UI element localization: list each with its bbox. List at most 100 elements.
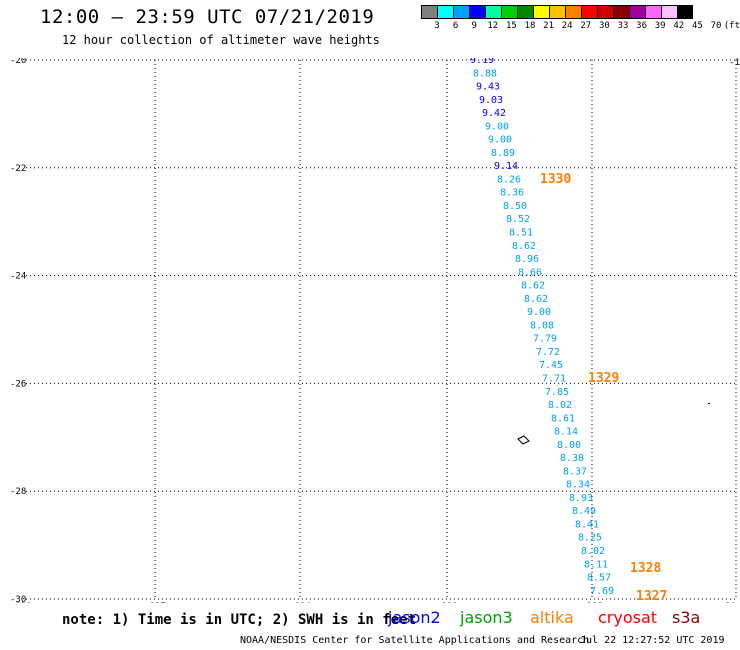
scale-label: 33	[617, 21, 629, 31]
color-swatch	[613, 5, 629, 19]
scale-label: 18	[524, 21, 536, 31]
lat-label: -26	[10, 379, 26, 389]
color-swatch	[533, 5, 549, 19]
swh-value-label: 8.34	[566, 480, 590, 491]
credit-text: NOAA/NESDIS Center for Satellite Applica…	[240, 635, 590, 646]
lat-label-bg	[10, 162, 26, 173]
color-swatch	[421, 5, 437, 19]
map-panel: -20 -22 -24 -26 -28 -30-120 -117 -114 -111 -108 -1…	[10, 58, 740, 603]
color-swatch	[581, 5, 597, 19]
lat-label-bg	[10, 58, 26, 65]
swh-value-label: 8.00	[557, 440, 581, 451]
page-subtitle: 12 hour collection of altimeter wave hei…	[62, 33, 380, 47]
lon-label: -10	[720, 602, 736, 603]
color-swatch	[437, 5, 453, 19]
swh-value-label: 8.49	[572, 506, 596, 517]
swh-value-label: 7.45	[539, 360, 563, 371]
swh-value-label: 8.38	[560, 453, 584, 464]
swh-value-label: 8.02	[548, 400, 572, 411]
color-scale-legend	[421, 5, 693, 19]
lat-label-bg	[10, 378, 26, 389]
color-swatch	[645, 5, 661, 19]
swh-value-label: 8.14	[554, 427, 578, 438]
color-swatch	[661, 5, 677, 19]
swh-value-label: 8.62	[521, 281, 545, 292]
lat-label: -30	[10, 595, 26, 603]
satellite-legend-item: jason2	[388, 608, 441, 627]
swh-value-label: 8.36	[500, 188, 524, 199]
scale-label: 3	[434, 21, 440, 31]
swh-value-label: 8.37	[563, 466, 587, 477]
footer-note: note: 1) Time is in UTC; 2) SWH is in fe…	[62, 612, 417, 628]
color-swatch	[453, 5, 469, 19]
swh-value-label: 8.08	[530, 320, 554, 331]
swh-value-label: 8.02	[581, 546, 605, 557]
swh-value-label: 9.00	[485, 121, 509, 132]
scale-label: 12	[487, 21, 499, 31]
swh-value-label: 8.25	[578, 533, 602, 544]
swh-value-label: 8.50	[503, 201, 527, 212]
color-swatch	[597, 5, 613, 19]
color-swatch	[485, 5, 501, 19]
color-swatch	[549, 5, 565, 19]
lat-label-bg	[10, 270, 26, 281]
island-dot	[708, 403, 710, 404]
swh-value-label: 9.00	[488, 135, 512, 146]
swh-value-label: 8.41	[575, 519, 599, 530]
lat-label: -24	[10, 272, 26, 282]
color-swatch	[501, 5, 517, 19]
swh-value-label: 8.88	[473, 68, 497, 79]
scale-label: 42	[673, 21, 685, 31]
lat-label-bg	[10, 594, 26, 603]
color-swatch	[677, 5, 693, 19]
scale-label: 24	[561, 21, 573, 31]
swh-value-label: 8.26	[497, 174, 521, 185]
pass-time-label: 1327	[636, 589, 667, 603]
swh-value-label: 8.51	[509, 228, 533, 239]
satellite-legend-item: cryosat	[598, 608, 658, 627]
swh-value-label: 7.69	[590, 586, 614, 597]
scale-label: 6	[452, 21, 459, 31]
swh-value-label: 9.14	[494, 161, 518, 172]
lat-label: -28	[10, 487, 26, 497]
swh-value-label: 8.57	[587, 573, 611, 584]
pass-time-label: 1329	[588, 371, 619, 386]
lat-label-bg	[10, 486, 26, 497]
color-swatch	[565, 5, 581, 19]
lon-label: -120	[10, 602, 32, 603]
scale-label: 36	[636, 21, 648, 31]
satellite-legend-item: jason3	[460, 608, 513, 627]
scale-label: 9	[471, 21, 477, 31]
generated-timestamp: Jul 22 12:27:52 UTC 2019	[580, 635, 725, 646]
scale-label: 45	[691, 21, 703, 31]
swh-value-label: 8.89	[491, 148, 515, 159]
scale-label: 21	[543, 21, 555, 31]
page-title: 12:00 – 23:59 UTC 07/21/2019	[40, 6, 375, 28]
pass-time-label: 1330	[540, 172, 571, 187]
swh-value-label: 8.66	[518, 267, 542, 278]
right-edge-label: -1	[729, 58, 740, 68]
swh-value-label: 8.61	[551, 413, 575, 424]
swh-value-label: 9.03	[479, 95, 503, 106]
pass-time-label: 1328	[630, 561, 661, 576]
color-swatch	[469, 5, 485, 19]
lon-label: -108	[581, 602, 603, 603]
swh-value-label: 8.62	[512, 241, 536, 252]
scale-label: (ft)	[723, 21, 740, 31]
swh-value-label: 8.11	[584, 559, 608, 570]
scale-label: 15	[505, 21, 517, 31]
lon-label: -114	[289, 602, 311, 603]
scale-label: 30	[598, 21, 610, 31]
island-outline	[517, 435, 530, 445]
lat-label: -20	[10, 58, 26, 66]
color-swatch	[517, 5, 533, 19]
swh-value-label: 8.62	[524, 294, 548, 305]
color-swatch	[629, 5, 645, 19]
lon-label: -111	[436, 602, 458, 603]
swh-value-label: 7.85	[545, 387, 569, 398]
swh-value-label: 9.19	[470, 58, 494, 66]
satellite-legend-item: altika	[530, 608, 574, 627]
scale-label: 27	[580, 21, 592, 31]
swh-value-label: 7.79	[533, 334, 557, 345]
